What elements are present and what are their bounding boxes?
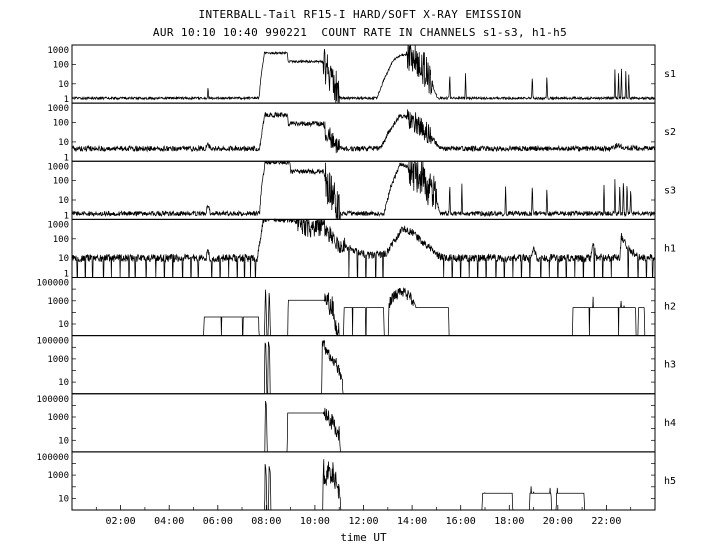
- ytick-label: 1: [64, 211, 69, 221]
- trace-h1: [71, 218, 656, 278]
- ytick-label: 10: [58, 196, 69, 206]
- ytick-label: 1000: [47, 162, 69, 172]
- ytick-label: 100: [53, 60, 69, 70]
- panel-s3: 1000 100 10 1 s3: [47, 160, 676, 221]
- trace-s1: [71, 44, 656, 104]
- panel-h4: 100000 1000 10 h4: [36, 393, 676, 453]
- panel-s2: 1000 100 10 1 s2: [47, 102, 676, 163]
- ytick-label: 10: [58, 80, 69, 90]
- ytick-label: 1: [64, 95, 69, 105]
- trace-h2: [72, 287, 655, 336]
- ytick-label: 100: [53, 235, 69, 245]
- ytick-label: 10: [58, 378, 69, 388]
- ytick-label: 1000: [47, 46, 69, 56]
- channel-label-h2: h2: [664, 302, 676, 313]
- ytick-label: 10: [58, 320, 69, 330]
- panel-h3: 100000 1000 10 h3: [36, 335, 676, 395]
- xtick-label: 22:00: [591, 516, 621, 527]
- channel-label-h1: h1: [664, 243, 676, 254]
- xtick-label: 06:00: [203, 516, 233, 527]
- ytick-label: 1000: [47, 220, 69, 230]
- ytick-label: 1: [64, 153, 69, 163]
- trace-h4: [72, 400, 655, 453]
- ytick-label: 100000: [36, 395, 69, 405]
- ytick-label: 1000: [47, 104, 69, 114]
- ytick-label: 10: [58, 254, 69, 264]
- trace-s3: [71, 160, 656, 220]
- ytick-label: 100000: [36, 453, 69, 463]
- xtick-label: 16:00: [446, 516, 476, 527]
- trace-h5: [72, 459, 655, 511]
- channel-label-h4: h4: [664, 418, 676, 429]
- ytick-label: 100000: [36, 279, 69, 289]
- ytick-label: 10: [58, 138, 69, 148]
- xtick-label: 18:00: [494, 516, 524, 527]
- channel-label-s3: s3: [664, 185, 676, 196]
- ytick-label: 100000: [36, 337, 69, 347]
- ytick-label: 100: [53, 177, 69, 187]
- panel-h2: 100000 1000 10 h2: [36, 277, 676, 337]
- channel-label-h5: h5: [664, 476, 676, 487]
- channel-label-h3: h3: [664, 360, 676, 371]
- panel-h5: 100000 1000 10 h5: [36, 451, 676, 511]
- ytick-label: 1000: [47, 413, 69, 423]
- xtick-label: 04:00: [154, 516, 184, 527]
- xtick-label: 12:00: [348, 516, 378, 527]
- xtick-label: 10:00: [300, 516, 330, 527]
- panel-h1: 1000 100 10 1 h1: [47, 218, 676, 280]
- channel-label-s2: s2: [664, 127, 676, 138]
- plot-subtitle: AUR 10:10 10:40 990221 COUNT RATE IN CHA…: [152, 26, 568, 39]
- ytick-label: 1: [64, 270, 69, 280]
- ytick-label: 10: [58, 436, 69, 446]
- channel-label-s1: s1: [664, 69, 676, 80]
- ytick-label: 1000: [47, 471, 69, 481]
- panel-s1: 1000 100 10 1 s1: [47, 44, 676, 105]
- x-axis-label: time UT: [340, 531, 387, 544]
- trace-h3: [72, 339, 655, 395]
- ytick-label: 1000: [47, 355, 69, 365]
- ytick-label: 100: [53, 119, 69, 129]
- xtick-label: 08:00: [251, 516, 281, 527]
- xtick-label: 02:00: [106, 516, 136, 527]
- xtick-label: 20:00: [543, 516, 573, 527]
- xtick-label: 14:00: [397, 516, 427, 527]
- trace-s2: [71, 109, 656, 154]
- x-axis: 02:00 04:00 06:00 08:00 10:00 12:00 14:00 16:00…: [95, 505, 632, 527]
- ytick-label: 1000: [47, 297, 69, 307]
- plot-title: INTERBALL-Tail RF15-I HARD/SOFT X-RAY EM…: [198, 8, 522, 21]
- ytick-label: 10: [58, 494, 69, 504]
